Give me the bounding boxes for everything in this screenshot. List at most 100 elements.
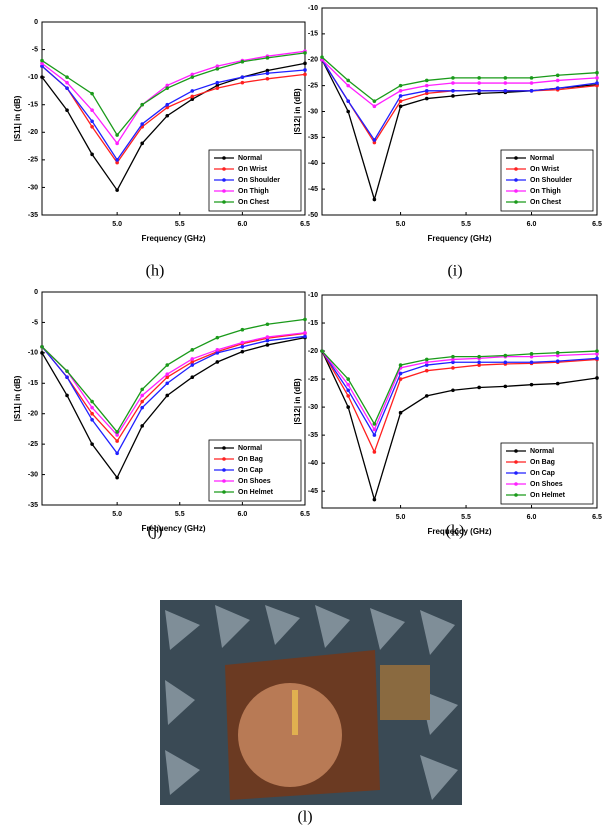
data-point (90, 399, 94, 404)
data-point (346, 394, 350, 398)
chart: 0 -5 -10 -15 -20 -25 -30 -35 5.0 5.5 6.0 6.5 Frequen… (13, 19, 310, 280)
data-point (215, 80, 220, 85)
data-point (372, 422, 377, 426)
legend-label: On Thigh (238, 188, 269, 195)
legend-marker (514, 167, 518, 171)
data-point (65, 375, 69, 380)
x-tick-label: 6.5 (592, 514, 602, 521)
data-point (451, 76, 455, 80)
y-tick-label: -30 (308, 404, 318, 411)
data-point (451, 366, 455, 370)
data-point (265, 322, 270, 327)
series-line (41, 65, 306, 162)
data-point (240, 349, 245, 354)
y-tick-label: -10 (308, 5, 318, 12)
data-point (40, 61, 44, 66)
data-point (477, 385, 481, 390)
x-tick-label: 5.5 (175, 221, 185, 228)
data-point (503, 89, 508, 93)
data-point (477, 81, 481, 85)
data-point (90, 124, 94, 129)
data-point (477, 91, 481, 96)
series-line (321, 59, 598, 144)
legend-label: On Cap (530, 470, 555, 477)
data-point (265, 68, 270, 73)
data-point (503, 76, 508, 80)
legend-marker (514, 189, 518, 193)
y-tick-label: -25 (308, 82, 318, 89)
data-point (115, 141, 119, 146)
data-point (65, 80, 69, 85)
legend-label: On Wrist (530, 166, 560, 173)
legend: Normal On Bag On Cap On Shoes On Helmet (500, 442, 594, 505)
data-point (265, 71, 270, 76)
data-point (424, 394, 429, 398)
legend-marker (514, 178, 518, 182)
data-point (240, 59, 245, 64)
caption: (h) (146, 263, 165, 280)
x-tick-label: 6.5 (300, 511, 310, 518)
data-point (346, 388, 350, 393)
data-point (190, 357, 195, 361)
data-point (346, 78, 350, 83)
data-point (529, 382, 534, 387)
series-line (41, 332, 306, 443)
data-point (372, 138, 377, 142)
data-point (595, 70, 599, 75)
data-point (424, 357, 429, 362)
x-axis-title: Frequency (GHz) (141, 234, 205, 243)
legend-label: On Shoes (238, 478, 271, 485)
data-point (477, 89, 481, 93)
data-point (529, 352, 534, 356)
data-point (90, 119, 94, 124)
legend-label: On Helmet (530, 492, 566, 499)
x-axis-title: Frequency (GHz) (427, 234, 491, 243)
legend-marker (222, 479, 226, 483)
data-point (90, 108, 94, 113)
y-tick-label: -5 (32, 319, 38, 326)
data-point (451, 388, 455, 393)
y-tick-label: 0 (34, 289, 38, 296)
series-line (321, 59, 598, 108)
data-point (265, 76, 270, 81)
y-tick-label: -35 (308, 134, 318, 141)
data-point (372, 450, 377, 454)
data-point (529, 81, 534, 85)
y-tick-label: -40 (308, 460, 318, 467)
data-point (320, 57, 324, 62)
data-point (451, 94, 455, 98)
series-line (41, 65, 306, 164)
data-point (398, 363, 403, 367)
data-point (529, 354, 534, 359)
data-point (90, 152, 94, 157)
data-point (115, 430, 119, 434)
y-tick-label: -25 (28, 441, 38, 448)
data-point (190, 363, 195, 367)
data-point (140, 122, 144, 126)
data-point (303, 72, 307, 77)
series-line (321, 56, 598, 102)
data-point (190, 75, 195, 79)
y-tick-label: -35 (28, 212, 38, 219)
data-point (372, 104, 377, 109)
y-axis-title: |S12| in (dB) (293, 88, 302, 135)
data-point (240, 327, 245, 332)
legend-label: On Cap (238, 467, 263, 474)
data-point (424, 89, 429, 93)
data-point (190, 72, 195, 77)
caption: (i) (447, 263, 462, 280)
data-point (40, 75, 44, 79)
data-point (529, 360, 534, 365)
data-point (215, 348, 220, 352)
y-tick-label: -20 (28, 411, 38, 418)
data-point (477, 76, 481, 80)
data-point (372, 433, 377, 437)
data-point (190, 375, 195, 380)
data-point (503, 384, 508, 389)
data-point (398, 104, 403, 109)
legend-marker (222, 200, 226, 204)
data-point (398, 377, 403, 381)
x-axis-title: Frequency (GHz) (141, 524, 205, 533)
data-point (90, 418, 94, 422)
series-line (41, 318, 306, 434)
